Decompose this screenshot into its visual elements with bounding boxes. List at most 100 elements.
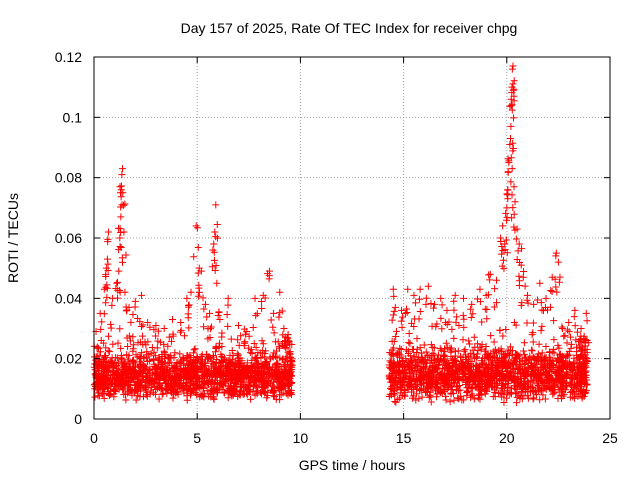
roti-point [513,225,521,233]
roti-point-neighbour [154,337,162,345]
roti-point-baseline [538,349,546,357]
roti-point-baseline [179,355,187,363]
roti-point-baseline [264,381,272,389]
roti-point-neighbour [100,310,108,318]
roti-point-neighbour [508,165,516,173]
roti-point-baseline [227,374,235,382]
roti-point-neighbour [452,318,460,326]
roti-point-baseline [184,375,192,383]
roti-point-neighbour [508,191,516,199]
roti-point-baseline [542,355,550,363]
roti-point-baseline [286,350,294,358]
roti-point-neighbour [136,318,144,326]
roti-point-baseline [500,384,508,392]
x-tick-label: 15 [396,430,412,446]
roti-point-baseline [482,364,490,372]
roti-point-baseline [552,369,560,377]
roti-point-neighbour [199,294,207,302]
roti-point-baseline [183,389,191,397]
roti-point-neighbour [504,168,512,176]
roti-point [115,267,123,275]
roti-point-neighbour [507,102,515,110]
roti-point [437,294,445,302]
roti-point-baseline [468,357,476,365]
roti-point [118,171,126,179]
roti-point-baseline [220,378,228,386]
roti-point-baseline [148,383,156,391]
roti-point-baseline [493,354,501,362]
roti-point-baseline [173,374,181,382]
roti-point-neighbour [275,313,283,321]
roti-point-neighbour [503,190,511,198]
y-tick-label: 0.12 [55,49,82,65]
roti-point-baseline [209,353,217,361]
roti-point [201,300,209,308]
roti-point-baseline [104,347,112,355]
roti-point [565,318,573,326]
roti-point-baseline [398,366,406,374]
roti-point-baseline [484,376,492,384]
roti-point [501,240,509,248]
roti-point-baseline [116,325,124,333]
roti-point-neighbour [107,320,115,328]
roti-point-baseline [426,375,434,383]
roti-point-baseline [259,362,267,370]
roti-point-neighbour [412,299,420,307]
roti-point-baseline [443,372,451,380]
roti-point-neighbour [146,323,154,331]
roti-point-baseline [164,370,172,378]
roti-point-baseline [529,338,537,346]
roti-point-baseline [410,372,418,380]
roti-point-baseline [209,359,217,367]
roti-point-neighbour [185,301,193,309]
y-tick-label: 0.02 [55,351,82,367]
roti-point-neighbour [523,319,531,327]
roti-point-baseline [476,390,484,398]
x-tick-label: 0 [90,430,98,446]
roti-point-neighbour [553,288,561,296]
roti-point-baseline [516,365,524,373]
roti-point-neighbour [486,276,494,284]
roti-point-neighbour [213,234,221,242]
roti-point-baseline [529,371,537,379]
roti-point-baseline [125,374,133,382]
roti-point-neighbour [509,80,517,88]
roti-point-baseline [454,394,462,402]
roti-point-baseline [576,388,584,396]
roti-point-baseline [508,347,516,355]
roti-point-baseline [192,357,200,365]
roti-point-baseline [571,394,579,402]
roti-point-baseline [539,391,547,399]
roti-point-neighbour [212,233,220,241]
roti-point-baseline [486,381,494,389]
roti-point-baseline [550,336,558,344]
roti-point-baseline [541,384,549,392]
roti-point [577,325,585,332]
roti-point-baseline [172,361,180,369]
roti-point-neighbour [508,214,516,222]
roti-point-baseline [202,359,210,367]
roti-point-baseline [107,372,115,380]
roti-point-baseline [151,371,159,379]
roti-point-baseline [442,375,450,383]
roti-point [152,321,160,329]
roti-point-neighbour [279,355,287,363]
roti-point-baseline [218,343,226,351]
roti-point-baseline [212,358,220,366]
roti-point-neighbour [200,305,208,313]
roti-point-baseline [490,338,498,346]
roti-point-baseline [570,359,578,367]
roti-point-neighbour [510,97,518,105]
roti-point-neighbour [245,332,253,340]
roti-point-baseline [180,332,188,340]
roti-point-neighbour [467,305,475,313]
roti-point-neighbour [209,246,217,254]
roti-point [212,201,220,209]
roti-point-baseline [469,392,477,400]
roti-point-baseline [443,381,451,389]
roti-point-neighbour [416,308,424,316]
roti-point-baseline [164,354,172,362]
roti-point-neighbour [518,245,526,253]
roti-point-neighbour [499,256,507,264]
roti-point-neighbour [252,312,260,320]
